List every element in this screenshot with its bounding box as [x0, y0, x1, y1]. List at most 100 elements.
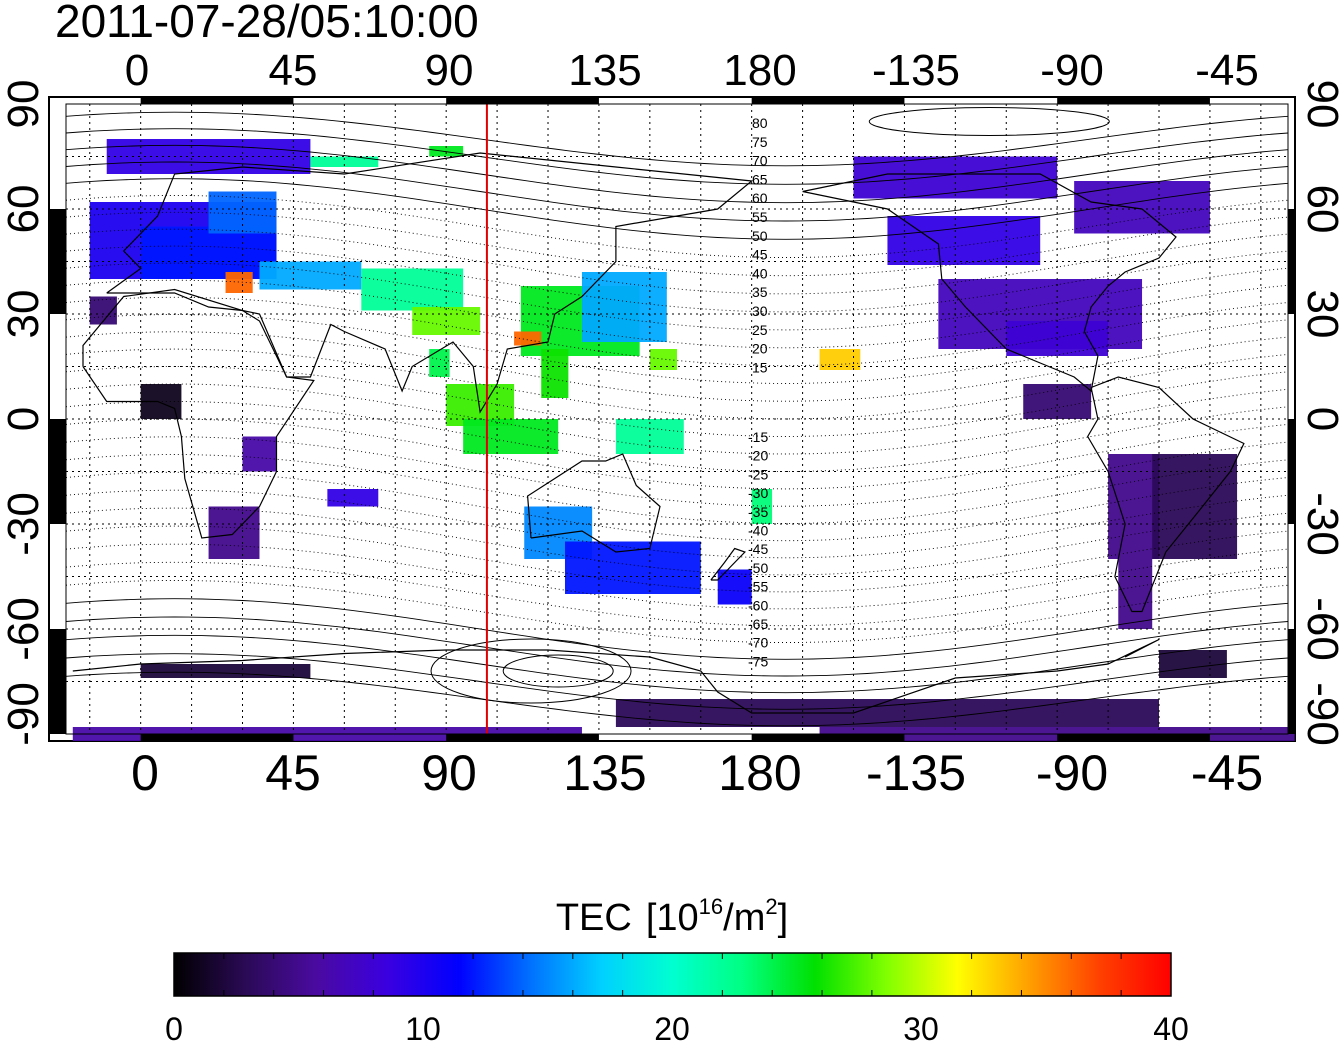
right-latitude-axis: 90 60 30 0 -30 -60 -90: [1298, 80, 1344, 746]
tec-patch: [463, 419, 559, 454]
frame-bar-right: [1288, 209, 1295, 314]
bottom-lon-label: -45: [1191, 745, 1263, 801]
tec-patch: [564, 541, 701, 594]
frame-bar-left: [49, 419, 66, 524]
tec-patch: [819, 349, 861, 370]
frame-bar-left: [49, 209, 66, 314]
coastline: [710, 547, 746, 581]
tec-patch: [429, 349, 450, 377]
contour-line: [65, 580, 1289, 643]
contour-value-label: -35: [748, 504, 768, 520]
contour-value-label: 80: [752, 115, 768, 131]
contour-value-label: -45: [748, 541, 768, 557]
contour-value-label: 30: [752, 303, 768, 319]
frame-bar-top: [751, 97, 905, 104]
left-lat-label: -30: [0, 492, 48, 556]
contour-value-label: 35: [752, 284, 768, 300]
right-lat-label: 60: [1298, 185, 1344, 234]
frame-bar-bottom: [446, 734, 599, 741]
contour-line: [65, 671, 1289, 727]
contour-labels: 80 75 70 65 60 55 50 45 40 35 30 25 20 15 -15 -20 -25 -30…: [748, 115, 768, 669]
contour-line: [65, 525, 1289, 593]
contour-value-label: 25: [752, 322, 768, 338]
colorbar-tick-label: 20: [654, 1011, 690, 1047]
contour-value-label: -75: [748, 653, 768, 669]
contour-line: [65, 144, 1289, 204]
contour-line: [65, 616, 1289, 677]
colorbar-unit-sup2: 2: [765, 894, 777, 919]
top-longitude-axis: 0 45 90 135 180 -135 -90 -45: [125, 46, 1259, 95]
contour-value-label: 60: [752, 190, 768, 206]
tec-patch: [1074, 181, 1210, 234]
colorbar-unit-sup1: 16: [699, 894, 723, 919]
bottom-lon-label: 0: [131, 745, 159, 801]
bottom-lon-label: 135: [563, 745, 646, 801]
left-latitude-axis: 90 60 30 0 -30 -60 -90: [0, 80, 48, 746]
colorbar-tick-label: 0: [165, 1011, 183, 1047]
contour-value-label: 65: [752, 171, 768, 187]
contour-value-label: -15: [748, 429, 768, 445]
top-lon-label: 45: [269, 46, 318, 95]
contour-value-label: -20: [748, 448, 768, 464]
contour-value-label: -40: [748, 523, 768, 539]
left-lat-label: 90: [0, 80, 48, 129]
tec-patch: [310, 156, 379, 167]
tec-patch: [140, 226, 277, 279]
magnetic-latitude-contours: [65, 107, 1289, 727]
left-lat-label: 60: [0, 185, 48, 234]
bottom-lon-label: -90: [1036, 745, 1108, 801]
coastline: [526, 453, 661, 553]
top-lon-label: 0: [125, 46, 149, 95]
colorbar-unit-mid: /m: [723, 897, 765, 939]
frame-bar-bottom: [751, 734, 905, 741]
coastline: [802, 173, 1177, 393]
tec-patch: [541, 349, 569, 398]
colorbar-tick-label: 30: [903, 1011, 939, 1047]
tec-patch: [225, 272, 253, 293]
contour-value-label: 40: [752, 265, 768, 281]
tec-patch: [514, 331, 542, 346]
contour-value-label: 55: [752, 209, 768, 225]
contour-value-label: -50: [748, 560, 768, 576]
contour-value-label: -30: [748, 485, 768, 501]
colorbar-tick-label: 40: [1153, 1011, 1189, 1047]
colorbar-unit-post: ]: [778, 897, 789, 939]
contour-value-label: -65: [748, 616, 768, 632]
left-lat-label: -90: [0, 682, 48, 746]
coastline: [1087, 376, 1245, 613]
top-lon-label: 135: [568, 46, 641, 95]
tec-patch: [361, 268, 464, 311]
contour-value-label: -55: [748, 579, 768, 595]
right-lat-label: -60: [1298, 597, 1344, 661]
colorbar-unit-pre: [10: [646, 897, 699, 939]
left-lat-label: 30: [0, 290, 48, 339]
tec-patch: [1108, 454, 1160, 559]
right-lat-label: -90: [1298, 682, 1344, 746]
contour-line: [65, 543, 1289, 610]
bottom-lon-label: -135: [866, 745, 966, 801]
right-lat-label: 0: [1298, 407, 1344, 431]
frame-bar-top: [446, 97, 599, 104]
frame-bar-right: [1288, 629, 1295, 734]
top-lon-label: 180: [723, 46, 796, 95]
contour-line: [65, 178, 1289, 240]
frame-bar-top: [1057, 97, 1210, 104]
tec-patch: [1159, 650, 1227, 678]
tec-patch: [1023, 384, 1092, 419]
left-lat-label: -60: [0, 597, 48, 661]
tec-patch: [615, 419, 684, 454]
bottom-lon-label: 45: [265, 745, 321, 801]
colorbar-tick-marks: [223, 953, 1122, 996]
contour-value-label: -25: [748, 466, 768, 482]
right-lat-label: -30: [1298, 492, 1344, 556]
contour-value-label: 50: [752, 228, 768, 244]
bottom-longitude-axis: 0 45 90 135 180 -135 -90 -45: [131, 745, 1263, 801]
tec-patch: [649, 349, 677, 370]
frame-bar-bottom: [140, 734, 294, 741]
tec-patch: [242, 436, 277, 472]
contour-value-label: -70: [748, 635, 768, 651]
coastlines: [72, 152, 1245, 714]
tec-patch: [717, 569, 752, 605]
contour-line: [65, 598, 1289, 660]
contour-value-label: 75: [752, 134, 768, 150]
